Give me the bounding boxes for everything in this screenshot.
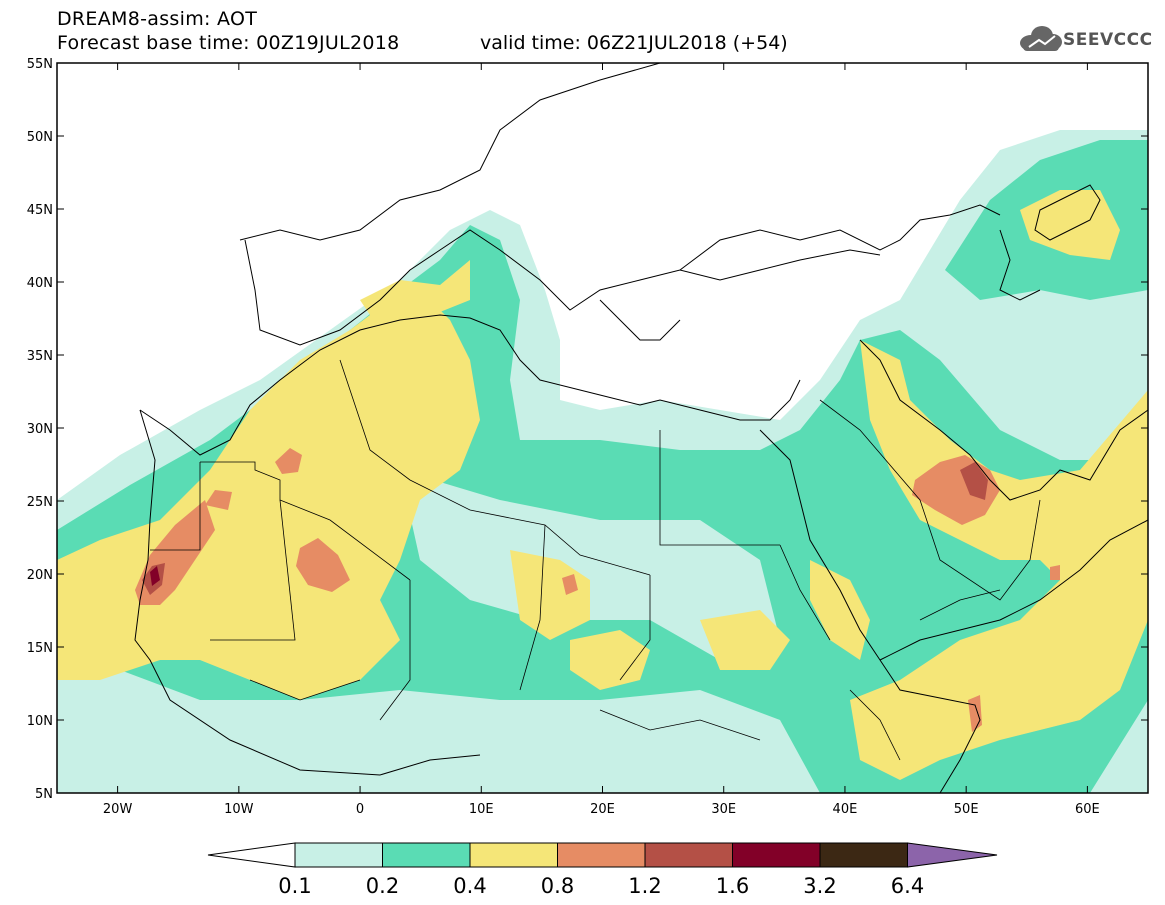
colorbar-level-label: 1.2 <box>628 874 661 898</box>
colorbar-swatch <box>294 842 383 868</box>
logo <box>1020 26 1062 51</box>
aot-fields <box>57 130 1148 793</box>
lon-tick-label: 50E <box>954 802 979 817</box>
colorbar-over-arrow <box>907 842 998 868</box>
colorbar-level-label: 0.1 <box>278 874 311 898</box>
lon-tick-label: 10W <box>224 802 254 817</box>
lon-tick-label: 20E <box>590 802 615 817</box>
lon-tick-label: 40E <box>833 802 858 817</box>
coastlines <box>134 63 1148 793</box>
lat-tick-label: 10N <box>27 714 53 729</box>
lon-tick-label: 30E <box>711 802 736 817</box>
valid-time: valid time: 06Z21JUL2018 (+54) <box>480 32 788 54</box>
colorbar-level-label: 6.4 <box>891 874 924 898</box>
colorbar-level-label: 0.8 <box>541 874 574 898</box>
colorbar-swatch <box>732 842 821 868</box>
lat-tick-label: 15N <box>27 641 53 656</box>
country-borders <box>150 359 1041 761</box>
lon-tick-label: 0 <box>356 802 364 817</box>
lat-tick-label: 30N <box>27 422 53 437</box>
lon-tick-label: 20W <box>103 802 133 817</box>
colorbar-swatch <box>819 842 908 868</box>
colorbar-level-label: 1.6 <box>716 874 749 898</box>
colorbar-level-label: 0.2 <box>366 874 399 898</box>
aot-band-1.6-3.2 <box>150 566 160 586</box>
lat-tick-label: 50N <box>27 130 53 145</box>
colorbar-swatch <box>557 842 646 868</box>
lon-tick-label: 60E <box>1075 802 1100 817</box>
logo-text: SEEVCCC <box>1063 30 1153 50</box>
colorbar: 0.1 0.2 0.4 0.8 1.2 1.6 3.2 6.4 <box>207 842 998 898</box>
forecast-base-time: Forecast base time: 00Z19JUL2018 <box>57 32 400 54</box>
lon-tick-label: 10E <box>469 802 494 817</box>
colorbar-level-label: 0.4 <box>453 874 486 898</box>
lat-tick-label: 20N <box>27 568 53 583</box>
cloud-icon <box>1020 26 1062 51</box>
colorbar-swatch <box>382 842 471 868</box>
colorbar-swatch <box>644 842 733 868</box>
colorbar-swatch <box>469 842 558 868</box>
lat-tick-label: 25N <box>27 495 53 510</box>
lat-tick-label: 5N <box>35 787 53 802</box>
lat-tick-label: 40N <box>27 276 53 291</box>
lon-axis: 20W 10W 0 10E 20E 30E 40E 50E 60E <box>103 63 1100 817</box>
map-title: DREAM8-assim: AOT <box>57 8 258 30</box>
colorbar-level-label: 3.2 <box>803 874 836 898</box>
lat-tick-label: 45N <box>27 203 53 218</box>
colorbar-under-arrow <box>207 842 296 868</box>
lat-tick-label: 55N <box>27 57 53 72</box>
lat-axis: 55N 50N 45N 40N 35N 30N 25N 20N 15N 10N 5N <box>27 57 1148 802</box>
lat-tick-label: 35N <box>27 349 53 364</box>
